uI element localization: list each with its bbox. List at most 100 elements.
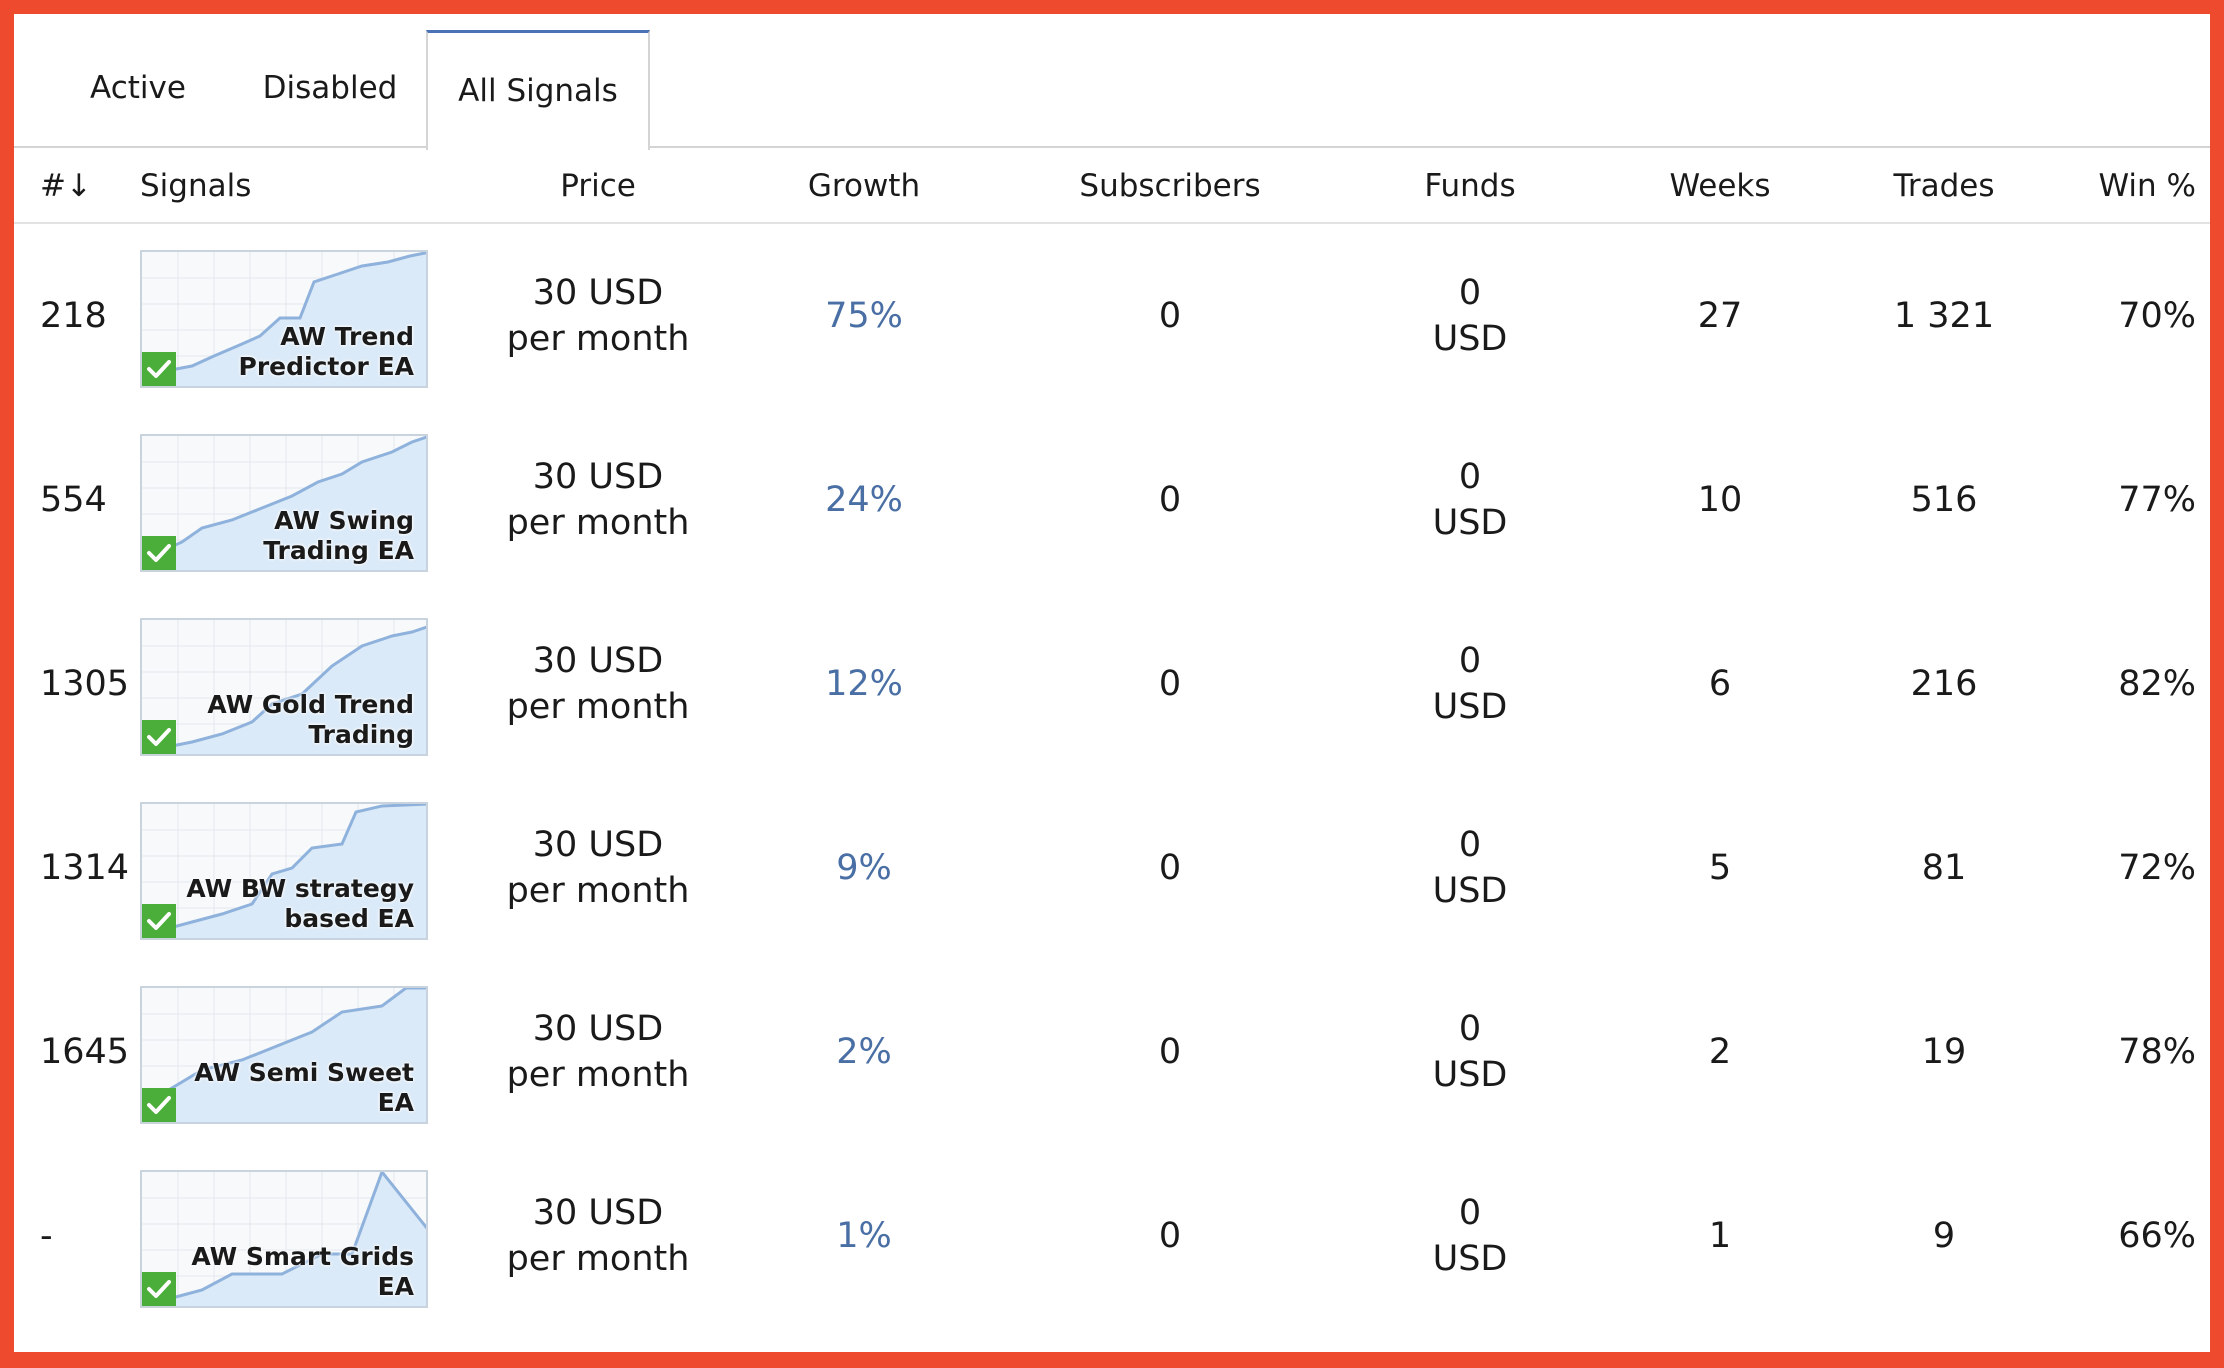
tab-bar: Active Disabled All Signals xyxy=(14,30,2210,150)
growth-cell: 24% xyxy=(744,408,984,592)
subscribers-value: 0 xyxy=(1158,1032,1182,1072)
rank-value: 1314 xyxy=(40,848,130,888)
signal-name[interactable]: AW Smart Grids EA xyxy=(191,1242,414,1301)
weeks-cell: 6 xyxy=(1600,592,1840,776)
signal-name[interactable]: AW BW strategy based EA xyxy=(186,874,414,933)
column-header-weeks[interactable]: Weeks xyxy=(1669,168,1771,204)
win-value: 77% xyxy=(2118,480,2196,520)
subscribers-value: 0 xyxy=(1158,1216,1182,1256)
rank-value: - xyxy=(40,1216,53,1256)
growth-value: 12% xyxy=(825,664,903,704)
weeks-cell: 5 xyxy=(1600,776,1840,960)
signal-name[interactable]: AW Gold Trend Trading xyxy=(207,690,414,749)
funds-currency: USD xyxy=(1432,319,1508,359)
table-row[interactable]: 218 AW Trend Predictor EA 30 USD per mont… xyxy=(14,224,2210,408)
subscribers-cell: 0 xyxy=(1030,592,1310,776)
win-cell: 78% xyxy=(2118,960,2196,1144)
trades-cell: 19 xyxy=(1824,960,2064,1144)
win-value: 70% xyxy=(2118,296,2196,336)
trades-value: 516 xyxy=(1910,480,1978,520)
signal-thumbnail[interactable]: AW BW strategy based EA xyxy=(140,802,428,940)
column-header-signals[interactable]: Signals xyxy=(140,168,252,204)
signal-thumbnail[interactable]: AW Semi Sweet EA xyxy=(140,986,428,1124)
column-header-trades[interactable]: Trades xyxy=(1893,168,1995,204)
tab-active[interactable]: Active xyxy=(90,70,186,106)
growth-cell: 75% xyxy=(744,224,984,408)
weeks-value: 5 xyxy=(1708,848,1732,888)
table-row[interactable]: 1645 AW Semi Sweet EA 30 USD per month 2%… xyxy=(14,960,2210,1144)
equity-chart xyxy=(142,620,426,754)
trades-value: 9 xyxy=(1932,1216,1956,1256)
price-cell: 30 USD per month xyxy=(488,776,708,960)
signal-thumbnail[interactable]: AW Gold Trend Trading xyxy=(140,618,428,756)
subscribers-cell: 0 xyxy=(1030,776,1310,960)
weeks-cell: 1 xyxy=(1600,1144,1840,1328)
tab-disabled[interactable]: Disabled xyxy=(262,70,398,106)
trades-value: 19 xyxy=(1921,1032,1967,1072)
growth-cell: 2% xyxy=(744,960,984,1144)
funds-cell: 0 USD xyxy=(1350,224,1590,408)
equity-chart xyxy=(142,1172,426,1306)
price-period: per month xyxy=(506,503,690,543)
subscribers-cell: 0 xyxy=(1030,408,1310,592)
funds-value: 0 xyxy=(1458,1009,1482,1049)
price-cell: 30 USD per month xyxy=(488,408,708,592)
signal-thumbnail[interactable]: AW Trend Predictor EA xyxy=(140,250,428,388)
price-value: 30 USD xyxy=(532,641,664,681)
funds-currency: USD xyxy=(1432,1055,1508,1095)
table-header: #↓ Signals Price Growth Subscribers Fund… xyxy=(14,148,2210,224)
win-value: 72% xyxy=(2118,848,2196,888)
signal-thumbnail[interactable]: AW Smart Grids EA xyxy=(140,1170,428,1308)
rank-value: 218 xyxy=(40,296,107,336)
equity-chart xyxy=(142,252,426,386)
signals-panel: Active Disabled All Signals #↓ Signals P… xyxy=(14,14,2210,1352)
trades-cell: 9 xyxy=(1824,1144,2064,1328)
tab-all-signals[interactable]: All Signals xyxy=(426,30,650,150)
funds-cell: 0 USD xyxy=(1350,592,1590,776)
column-header-num[interactable]: #↓ xyxy=(40,168,92,204)
equity-chart xyxy=(142,436,426,570)
growth-value: 2% xyxy=(836,1032,892,1072)
rank-value: 1645 xyxy=(40,1032,130,1072)
price-value: 30 USD xyxy=(532,1193,664,1233)
verified-check-icon xyxy=(142,1088,176,1122)
rank-value: 554 xyxy=(40,480,107,520)
weeks-value: 1 xyxy=(1708,1216,1732,1256)
column-header-growth[interactable]: Growth xyxy=(807,168,921,204)
price-cell: 30 USD per month xyxy=(488,1144,708,1328)
column-header-subscribers[interactable]: Subscribers xyxy=(1079,168,1261,204)
funds-value: 0 xyxy=(1458,457,1482,497)
win-value: 82% xyxy=(2118,664,2196,704)
subscribers-value: 0 xyxy=(1158,848,1182,888)
column-header-funds[interactable]: Funds xyxy=(1424,168,1516,204)
table-row[interactable]: 554 AW Swing Trading EA 30 USD per month … xyxy=(14,408,2210,592)
table-row[interactable]: - AW Smart Grids EA 30 USD per month 1% 0… xyxy=(14,1144,2210,1328)
subscribers-cell: 0 xyxy=(1030,960,1310,1144)
signal-rank: 554 xyxy=(40,408,107,592)
weeks-value: 10 xyxy=(1697,480,1743,520)
funds-value: 0 xyxy=(1458,641,1482,681)
funds-cell: 0 USD xyxy=(1350,1144,1590,1328)
funds-currency: USD xyxy=(1432,871,1508,911)
trades-value: 81 xyxy=(1921,848,1967,888)
weeks-cell: 10 xyxy=(1600,408,1840,592)
price-cell: 30 USD per month xyxy=(488,224,708,408)
table-row[interactable]: 1314 AW BW strategy based EA 30 USD per m… xyxy=(14,776,2210,960)
column-header-win[interactable]: Win % xyxy=(2098,168,2196,204)
table-row[interactable]: 1305 AW Gold Trend Trading 30 USD per mon… xyxy=(14,592,2210,776)
signal-name[interactable]: AW Trend Predictor EA xyxy=(238,322,414,381)
equity-chart xyxy=(142,804,426,938)
verified-check-icon xyxy=(142,720,176,754)
trades-cell: 216 xyxy=(1824,592,2064,776)
growth-value: 1% xyxy=(836,1216,892,1256)
signal-name[interactable]: AW Semi Sweet EA xyxy=(194,1058,414,1117)
subscribers-value: 0 xyxy=(1158,664,1182,704)
subscribers-value: 0 xyxy=(1158,296,1182,336)
price-value: 30 USD xyxy=(532,457,664,497)
growth-cell: 1% xyxy=(744,1144,984,1328)
column-header-price[interactable]: Price xyxy=(560,168,636,204)
signal-name[interactable]: AW Swing Trading EA xyxy=(263,506,414,565)
weeks-cell: 27 xyxy=(1600,224,1840,408)
weeks-value: 2 xyxy=(1708,1032,1732,1072)
signal-thumbnail[interactable]: AW Swing Trading EA xyxy=(140,434,428,572)
